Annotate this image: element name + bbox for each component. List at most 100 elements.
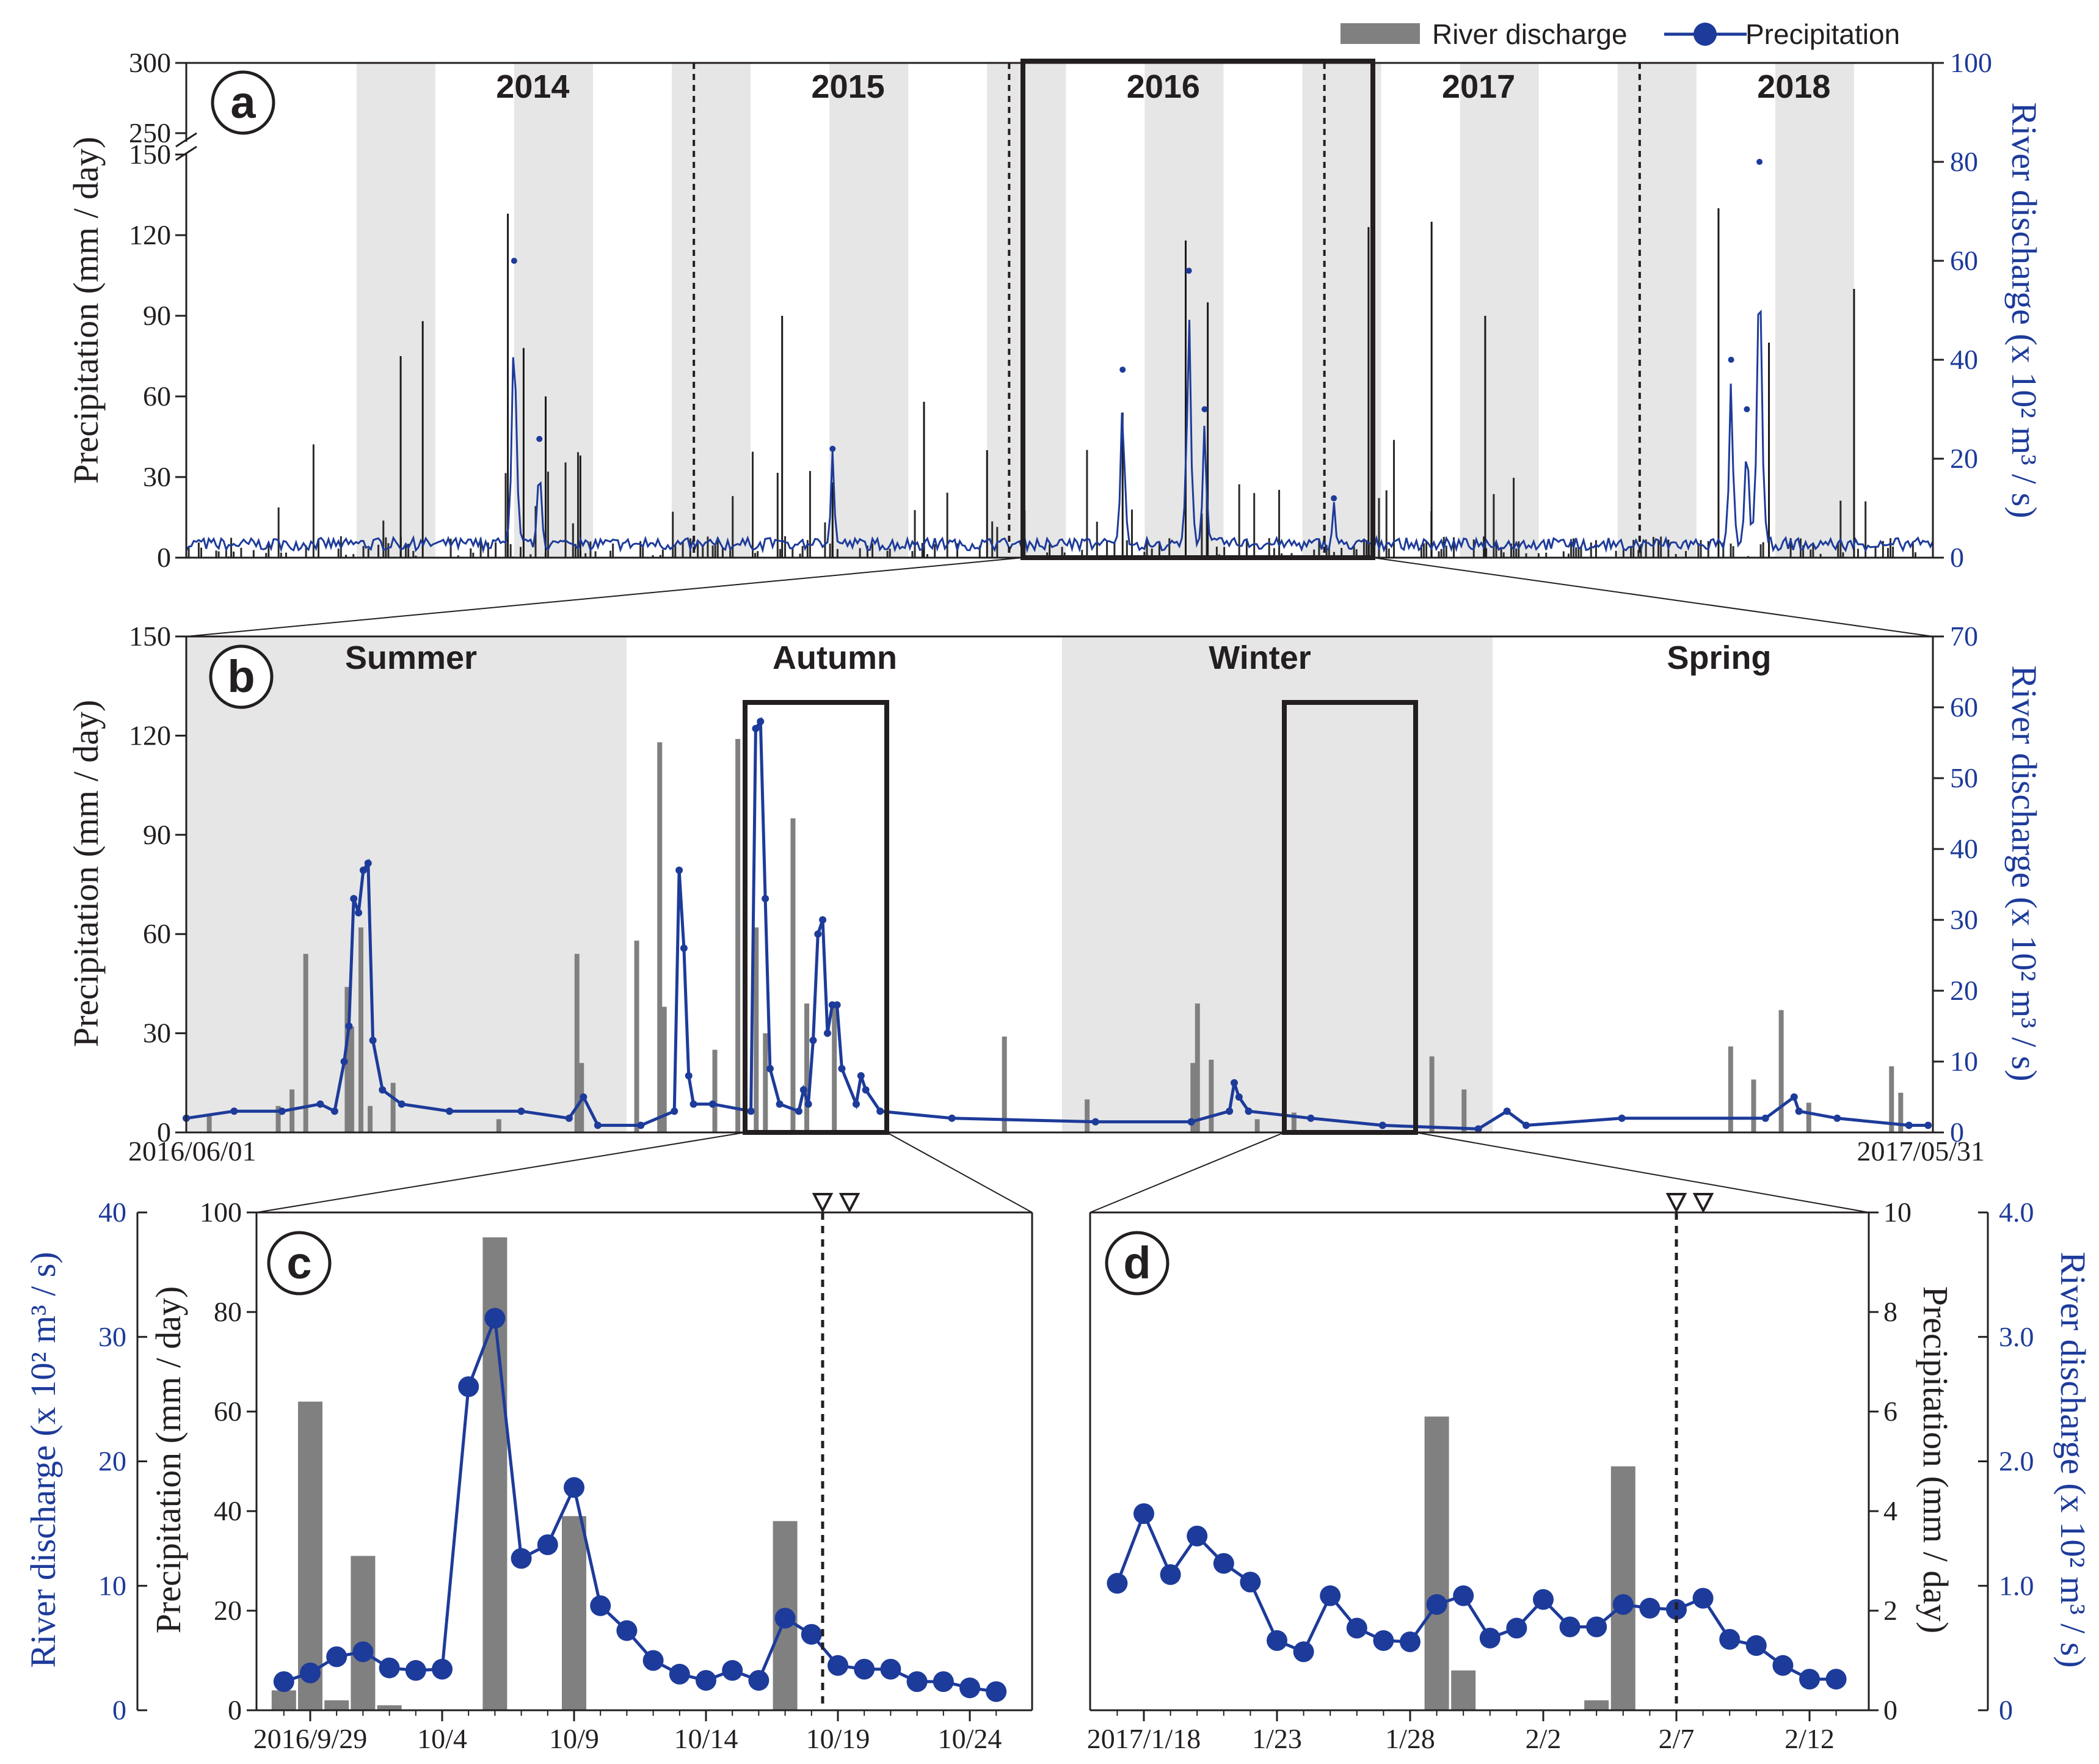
discharge-point-d bbox=[1213, 1553, 1234, 1574]
tick-label-left-a: 120 bbox=[129, 219, 171, 250]
discharge-point-b bbox=[1522, 1121, 1530, 1129]
season-shading-layer bbox=[186, 63, 1854, 1132]
precip-bar-b bbox=[754, 927, 759, 1132]
discharge-point-d bbox=[1719, 1628, 1741, 1650]
plot-frame-a bbox=[185, 62, 1934, 559]
tick-label-right-b: 0 bbox=[1950, 1117, 1964, 1148]
discharge-point-b bbox=[445, 1107, 453, 1115]
precip-bar-b bbox=[1898, 1093, 1904, 1132]
tick-label-right-b: 60 bbox=[1950, 691, 1978, 723]
discharge-point-d bbox=[1559, 1616, 1581, 1638]
precip-bar-b bbox=[832, 1007, 837, 1132]
x-end-label-b: 2017/05/31 bbox=[1857, 1135, 1985, 1167]
discharge-point-c bbox=[642, 1650, 664, 1671]
discharge-point-b bbox=[747, 1107, 755, 1115]
tick-label-right-b: 40 bbox=[1950, 833, 1978, 864]
ylabel-discharge-c: River discharge (x 10² m³ / s) bbox=[23, 1252, 63, 1667]
tick-label-right-a: 60 bbox=[1950, 245, 1978, 276]
tick-label-precip-c: 60 bbox=[214, 1396, 242, 1427]
ylabel-left-b: Precipitation (mm / day) bbox=[66, 700, 106, 1048]
discharge-point-b bbox=[685, 1072, 693, 1080]
tick-label-left-a: 150 bbox=[129, 139, 171, 170]
tick-label-x-c: 10/14 bbox=[674, 1723, 738, 1754]
discharge-point-a bbox=[1331, 495, 1337, 501]
discharge-point-b bbox=[369, 1037, 377, 1044]
discharge-point-d bbox=[1267, 1630, 1287, 1651]
precip-bar-b bbox=[289, 1089, 295, 1132]
discharge-point-b bbox=[1235, 1093, 1243, 1101]
discharge-point-b bbox=[804, 1100, 812, 1108]
discharge-point-c bbox=[458, 1376, 479, 1398]
season-band-a bbox=[1144, 63, 1224, 558]
zoom-connector-ab bbox=[186, 557, 1024, 637]
legend: River discharge Precipitation bbox=[1341, 18, 1900, 50]
precip-bar-c bbox=[271, 1690, 296, 1710]
discharge-point-c bbox=[616, 1620, 638, 1641]
zoom-connector-bd bbox=[1415, 1132, 1869, 1213]
discharge-point-b bbox=[1226, 1107, 1234, 1115]
discharge-point-b bbox=[876, 1107, 884, 1115]
discharge-point-b bbox=[766, 1065, 774, 1073]
tick-label-discharge-c: 0 bbox=[112, 1694, 126, 1726]
season-band-a bbox=[1460, 63, 1539, 558]
discharge-point-a bbox=[511, 258, 517, 264]
tick-label-left-a: 60 bbox=[143, 381, 171, 412]
discharge-point-c bbox=[273, 1671, 294, 1693]
tick-label-right-a: 100 bbox=[1950, 47, 1992, 78]
discharge-line-d bbox=[1116, 1509, 1836, 1681]
precip-bar-b bbox=[657, 742, 663, 1132]
panel-label-c: c bbox=[286, 1237, 311, 1288]
precip-bar-b bbox=[1751, 1079, 1756, 1132]
tick-label-precip-d: 2 bbox=[1883, 1595, 1897, 1626]
discharge-point-b bbox=[594, 1121, 602, 1129]
tick-label-right-b: 20 bbox=[1950, 975, 1978, 1006]
ylabel-discharge-d: River discharge (x 10² m³ / s) bbox=[2053, 1252, 2093, 1667]
discharge-point-d bbox=[1772, 1655, 1794, 1676]
discharge-point-c bbox=[484, 1308, 506, 1329]
discharge-point-b bbox=[862, 1086, 870, 1094]
legend-discharge-swatch bbox=[1341, 23, 1420, 44]
discharge-point-b bbox=[819, 916, 827, 924]
sampling-triangle-d bbox=[1665, 1193, 1687, 1214]
tick-label-left-b: 120 bbox=[129, 720, 171, 751]
discharge-point-d bbox=[1692, 1587, 1714, 1609]
tick-label-precip-d: 0 bbox=[1883, 1694, 1897, 1726]
discharge-point-d bbox=[1586, 1616, 1607, 1638]
tick-label-x-d: 2/2 bbox=[1526, 1723, 1562, 1754]
season-label: Winter bbox=[1209, 640, 1311, 676]
discharge-point-c bbox=[511, 1548, 532, 1569]
discharge-point-b bbox=[398, 1100, 406, 1108]
precip-bar-b bbox=[496, 1119, 501, 1132]
discharge-point-d bbox=[1107, 1573, 1128, 1594]
year-label-a: 2018 bbox=[1757, 68, 1830, 105]
season-band-a bbox=[672, 63, 751, 558]
discharge-point-a bbox=[1744, 406, 1750, 412]
discharge-point-c bbox=[748, 1670, 769, 1691]
discharge-point-b bbox=[580, 1093, 588, 1101]
discharge-point-b bbox=[852, 1100, 860, 1108]
discharge-point-c bbox=[906, 1671, 928, 1693]
season-band-summer bbox=[186, 636, 627, 1132]
tick-label-left-b: 60 bbox=[143, 918, 171, 949]
discharge-point-b bbox=[833, 1001, 841, 1009]
discharge-point-b bbox=[809, 1037, 817, 1044]
discharge-point-b bbox=[1790, 1093, 1798, 1101]
discharge-point-d bbox=[1187, 1525, 1208, 1547]
discharge-point-b bbox=[680, 944, 688, 952]
discharge-point-b bbox=[814, 930, 822, 938]
precip-bar-b bbox=[1778, 1010, 1784, 1132]
tick-label-discharge-c: 20 bbox=[98, 1446, 126, 1477]
discharge-point-b bbox=[359, 866, 367, 874]
discharge-point-a bbox=[1728, 357, 1734, 363]
discharge-point-c bbox=[432, 1658, 453, 1680]
tick-label-left-b: 150 bbox=[129, 621, 171, 652]
zoom-connector-bc bbox=[256, 1132, 746, 1213]
discharge-line-a bbox=[185, 309, 1934, 554]
precip-bar-b bbox=[1085, 1099, 1090, 1132]
precip-bar-b bbox=[1728, 1046, 1733, 1132]
tick-label-discharge-c: 10 bbox=[98, 1570, 126, 1601]
discharge-point-d bbox=[1745, 1635, 1767, 1656]
precip-bar-b bbox=[303, 953, 308, 1132]
discharge-point-a bbox=[536, 436, 543, 442]
precip-bar-d bbox=[1424, 1416, 1449, 1710]
